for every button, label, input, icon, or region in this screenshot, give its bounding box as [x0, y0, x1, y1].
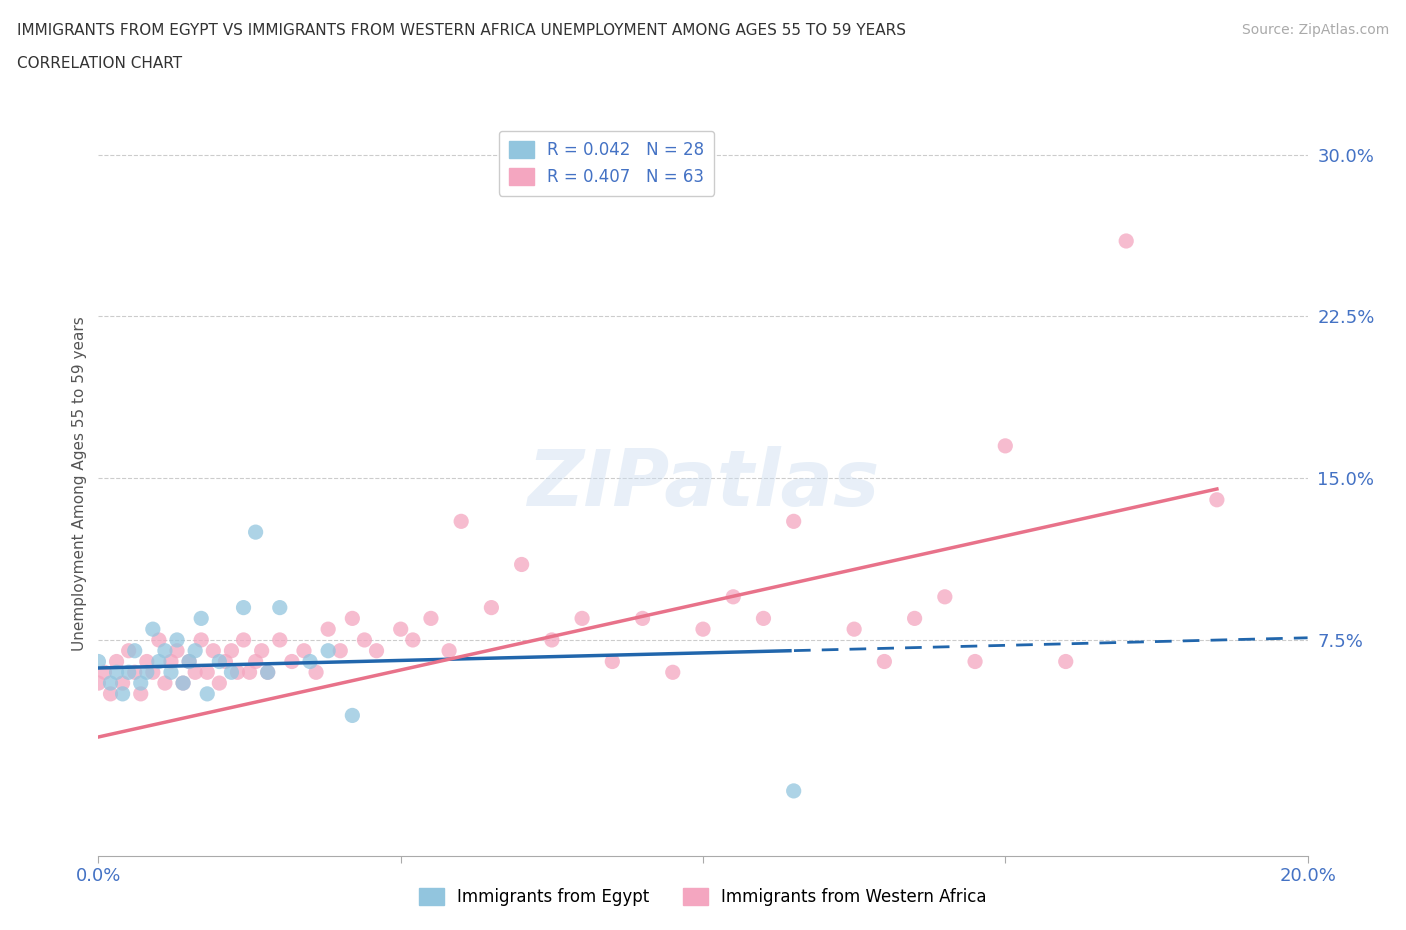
- Point: [329, 644, 352, 658]
- Point: [160, 665, 183, 680]
- Point: [602, 654, 624, 669]
- Point: [232, 632, 254, 647]
- Point: [208, 675, 231, 690]
- Point: [904, 611, 927, 626]
- Point: [226, 665, 249, 680]
- Point: [142, 622, 165, 637]
- Point: [965, 654, 987, 669]
- Point: [245, 525, 267, 539]
- Legend: R = 0.042   N = 28, R = 0.407   N = 63: R = 0.042 N = 28, R = 0.407 N = 63: [499, 131, 714, 195]
- Point: [142, 665, 165, 680]
- Point: [111, 675, 134, 690]
- Point: [148, 632, 170, 647]
- Point: [179, 654, 201, 669]
- Point: [184, 644, 207, 658]
- Point: [316, 622, 339, 637]
- Point: [783, 514, 806, 529]
- Point: [510, 557, 533, 572]
- Point: [214, 654, 236, 669]
- Point: [571, 611, 593, 626]
- Point: [221, 644, 243, 658]
- Point: [245, 654, 267, 669]
- Point: [190, 632, 212, 647]
- Point: [105, 654, 128, 669]
- Point: [389, 622, 412, 637]
- Text: IMMIGRANTS FROM EGYPT VS IMMIGRANTS FROM WESTERN AFRICA UNEMPLOYMENT AMONG AGES : IMMIGRANTS FROM EGYPT VS IMMIGRANTS FROM…: [17, 23, 905, 38]
- Point: [202, 644, 225, 658]
- Point: [299, 654, 322, 669]
- Point: [723, 590, 745, 604]
- Point: [256, 665, 278, 680]
- Point: [195, 686, 218, 701]
- Point: [153, 675, 176, 690]
- Point: [540, 632, 562, 647]
- Point: [148, 654, 170, 669]
- Point: [292, 644, 315, 658]
- Point: [160, 654, 183, 669]
- Point: [631, 611, 654, 626]
- Point: [118, 644, 141, 658]
- Point: [481, 600, 503, 615]
- Point: [250, 644, 273, 658]
- Point: [195, 665, 218, 680]
- Point: [232, 600, 254, 615]
- Point: [342, 708, 364, 723]
- Point: [100, 675, 122, 690]
- Point: [366, 644, 388, 658]
- Point: [179, 654, 201, 669]
- Point: [420, 611, 443, 626]
- Point: [100, 686, 122, 701]
- Point: [87, 675, 110, 690]
- Point: [934, 590, 956, 604]
- Point: [1206, 492, 1229, 507]
- Y-axis label: Unemployment Among Ages 55 to 59 years: Unemployment Among Ages 55 to 59 years: [72, 316, 87, 651]
- Point: [450, 514, 472, 529]
- Point: [135, 665, 157, 680]
- Legend: Immigrants from Egypt, Immigrants from Western Africa: Immigrants from Egypt, Immigrants from W…: [412, 881, 994, 912]
- Point: [172, 675, 194, 690]
- Point: [129, 675, 152, 690]
- Point: [844, 622, 866, 637]
- Point: [402, 632, 425, 647]
- Point: [208, 654, 231, 669]
- Point: [111, 686, 134, 701]
- Point: [184, 665, 207, 680]
- Point: [661, 665, 683, 680]
- Point: [135, 654, 157, 669]
- Point: [124, 665, 146, 680]
- Point: [437, 644, 460, 658]
- Point: [305, 665, 328, 680]
- Point: [316, 644, 339, 658]
- Point: [172, 675, 194, 690]
- Point: [153, 644, 176, 658]
- Point: [1115, 233, 1137, 248]
- Point: [93, 665, 115, 680]
- Point: [342, 611, 364, 626]
- Text: ZIPatlas: ZIPatlas: [527, 445, 879, 522]
- Point: [118, 665, 141, 680]
- Point: [269, 600, 291, 615]
- Point: [239, 665, 262, 680]
- Point: [221, 665, 243, 680]
- Point: [783, 783, 806, 798]
- Point: [281, 654, 304, 669]
- Point: [752, 611, 775, 626]
- Point: [994, 438, 1017, 453]
- Point: [269, 632, 291, 647]
- Point: [190, 611, 212, 626]
- Point: [1054, 654, 1077, 669]
- Point: [873, 654, 896, 669]
- Point: [87, 654, 110, 669]
- Text: CORRELATION CHART: CORRELATION CHART: [17, 56, 181, 71]
- Point: [353, 632, 375, 647]
- Point: [256, 665, 278, 680]
- Point: [692, 622, 714, 637]
- Point: [166, 632, 188, 647]
- Point: [166, 644, 188, 658]
- Point: [129, 686, 152, 701]
- Point: [124, 644, 146, 658]
- Point: [105, 665, 128, 680]
- Text: Source: ZipAtlas.com: Source: ZipAtlas.com: [1241, 23, 1389, 37]
